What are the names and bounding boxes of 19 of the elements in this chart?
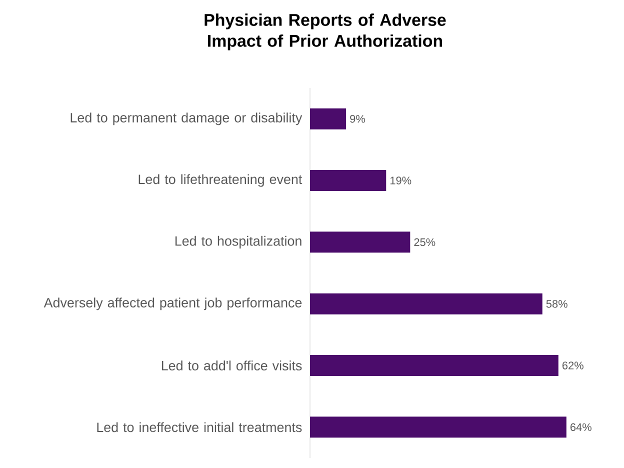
y-tick-label: Led to add'l office visits (162, 360, 302, 370)
bar (310, 108, 346, 130)
data-label: 64% (570, 423, 592, 432)
data-label: 62% (562, 362, 584, 370)
data-label: 58% (546, 300, 568, 308)
chart-title: Physician Reports of Adverse Impact of Prior Authorization (204, 14, 446, 50)
y-tick-label: Led to permanent damage or disability (70, 112, 302, 126)
y-tick-label: Adversely affected patient job performance (44, 298, 302, 310)
data-label: 9% (350, 114, 366, 123)
bar (310, 355, 558, 376)
y-tick-label: Led to ineffective initial treatments (97, 422, 302, 432)
data-label: 19% (390, 176, 412, 184)
bar (310, 170, 386, 192)
data-label: 25% (414, 238, 436, 246)
bar (310, 232, 410, 253)
bar (310, 293, 542, 314)
bar (310, 416, 566, 438)
y-tick-label: Led to lifethreatening event (138, 174, 302, 187)
y-tick-label: Led to hospitalization (175, 236, 302, 248)
